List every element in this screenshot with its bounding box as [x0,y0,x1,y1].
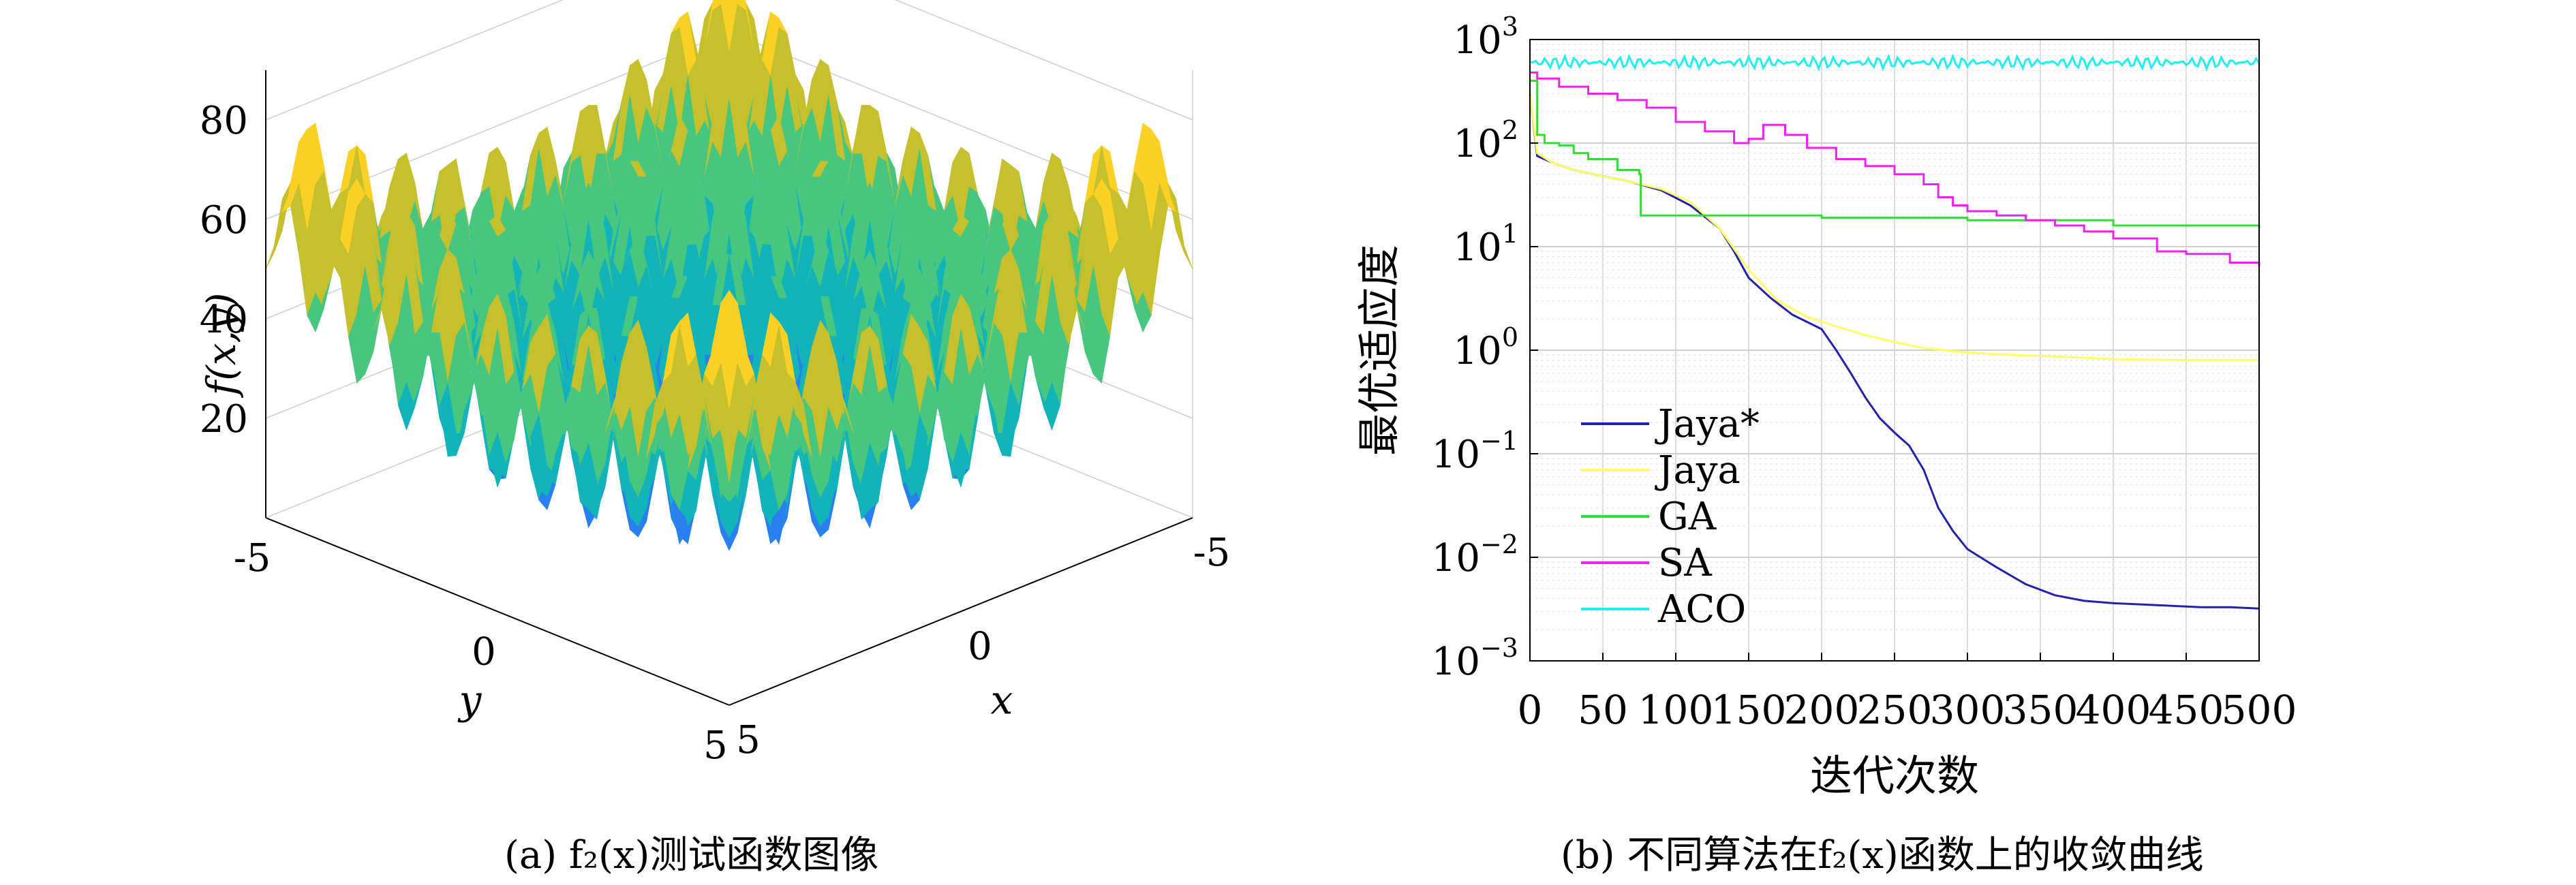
z-axis-label: f(x,y) [198,293,245,399]
x-axis-label: x [991,677,1013,724]
surface-plot: 20 40 60 80 f(x,y) -5 0 5 -5 0 5 y x [198,0,1230,768]
legend-label: Jaya [1655,448,1741,493]
z-tick-label: 20 [200,397,248,441]
series-lines [1529,53,2260,610]
grid [1530,40,2259,661]
surface-patch [720,410,738,457]
y-tick-label: 5 [703,724,728,768]
z-tick-label: 60 [200,198,248,243]
series-line-ga [1530,80,2260,229]
x-tick-label: 450 [2149,687,2224,733]
y-tick-label: 102 [1454,115,1518,166]
x-tick-label: 200 [1784,687,1860,733]
x-tick-label: 250 [1857,687,1933,733]
z-tick-label: 40 [200,298,248,342]
x-tick-label: 500 [2222,687,2297,733]
x-tick-label: 400 [2076,687,2151,733]
surface-axes: 20 40 60 80 f(x,y) -5 0 5 -5 0 5 y x [198,70,1230,768]
y-tick-label: 10−2 [1432,529,1518,580]
box-grid [265,0,1193,121]
x-tick-label: 0 [1518,687,1543,733]
y-tick-label: 101 [1454,219,1518,270]
legend-label: SA [1658,541,1712,585]
x-axis-label: 迭代次数 [1810,751,1979,801]
y-axis-label: y [457,677,482,724]
x-tick-label: 150 [1711,687,1787,733]
surface-mesh [265,0,1193,551]
x-tick-label: 350 [2003,687,2079,733]
y-tick-label: 100 [1454,322,1518,373]
y-tick-labels: 103 102 101 100 10−1 10−2 10−3 [1432,12,1538,684]
y-tick-label: 10−1 [1432,426,1518,477]
x-tick-label: 100 [1638,687,1714,733]
y-tick-label: 103 [1454,12,1518,63]
axis-line [265,517,730,706]
axis-line [729,517,1193,706]
x-tick-label: 300 [1930,687,2006,733]
x-tick-label: -5 [1193,531,1231,575]
x-tick-label: 0 [968,625,992,669]
series-line-jaya [1529,93,2259,362]
x-tick-label: 50 [1578,687,1628,733]
y-tick-label: -5 [234,536,271,580]
caption-b: (b) 不同算法在f₂(x)函数上的收敛曲线 [1561,833,2204,878]
convergence-plot-panel: 0 50 100 150 200 250 300 350 400 450 500 103 102 101… [1288,0,2576,885]
legend-label: Jaya* [1655,402,1760,446]
x-tick-label: 5 [736,718,761,762]
caption-a: (a) f₂(x)测试函数图像 [504,833,879,878]
y-axis-label: 最优适应度 [1354,245,1404,456]
surface-plot-panel: 20 40 60 80 f(x,y) -5 0 5 -5 0 5 y x (a) f₂(x)测试函数图像 [198,0,1230,878]
z-tick-label: 80 [200,99,248,143]
y-tick-label: 10−3 [1432,633,1518,684]
series-line-aco [1529,53,2260,72]
legend-label: ACO [1657,587,1746,632]
y-tick-label: 0 [472,630,496,674]
legend-label: GA [1658,495,1717,539]
series-line-sa [1530,72,2260,266]
